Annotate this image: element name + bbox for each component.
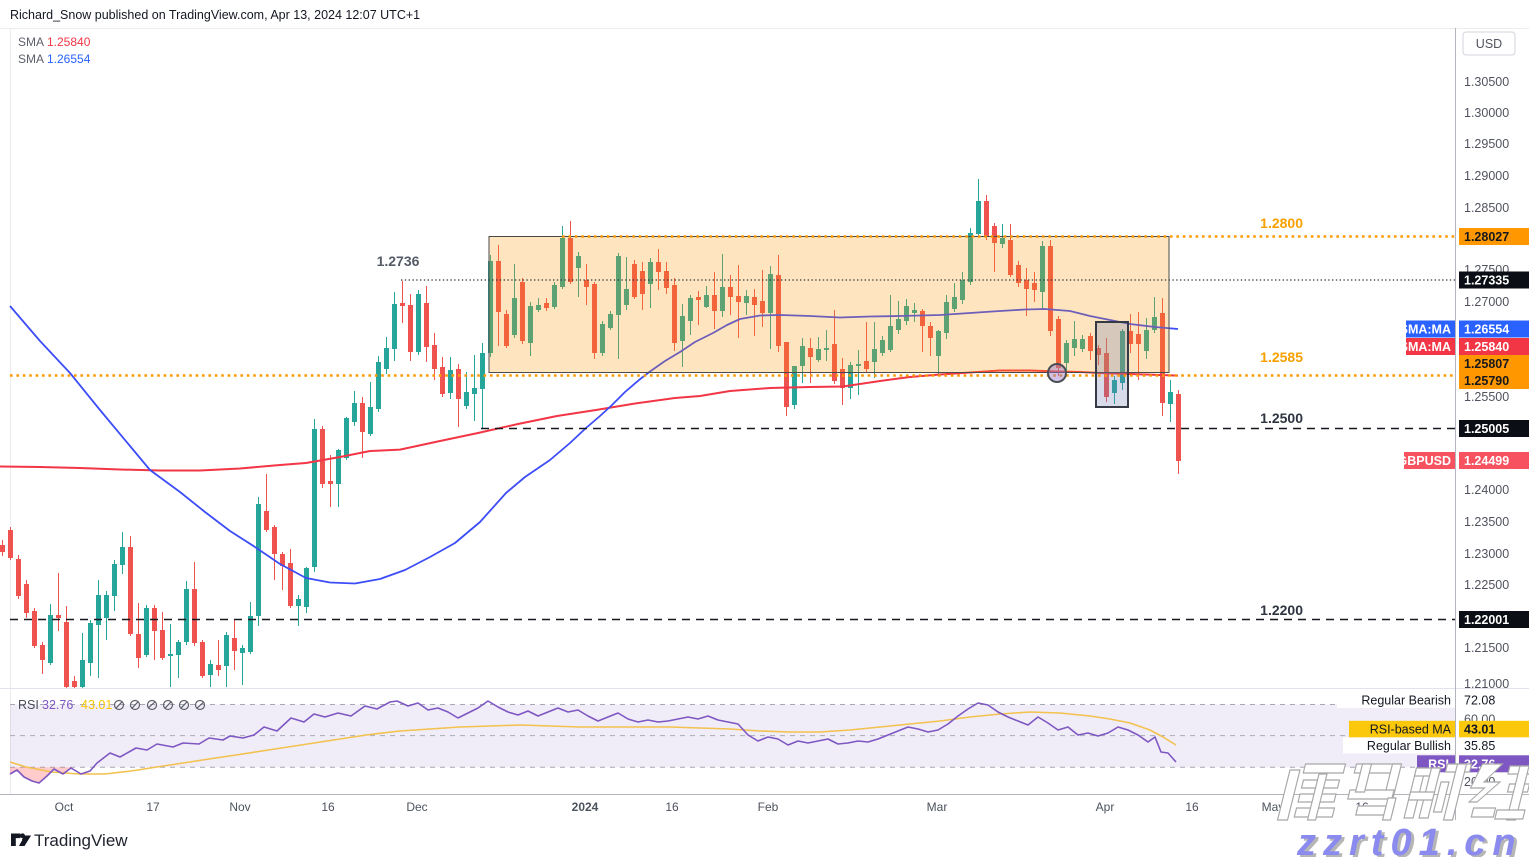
svg-text:zzrt01.cn: zzrt01.cn — [1296, 822, 1523, 857]
svg-text:1.22001: 1.22001 — [1464, 613, 1509, 627]
svg-text:SMA:MA: SMA:MA — [1400, 340, 1451, 354]
svg-text:RSI: RSI — [18, 698, 39, 712]
svg-text:1.25790: 1.25790 — [1464, 374, 1509, 388]
svg-text:1.25005: 1.25005 — [1464, 422, 1509, 436]
svg-text:1.25840: 1.25840 — [47, 35, 91, 49]
svg-text:Apr: Apr — [1096, 800, 1115, 814]
svg-text:1.26554: 1.26554 — [47, 52, 91, 66]
svg-text:1.25807: 1.25807 — [1464, 357, 1509, 371]
svg-text:SMA: SMA — [18, 35, 44, 49]
svg-text:1.23000: 1.23000 — [1464, 547, 1509, 561]
svg-text:1.24000: 1.24000 — [1464, 483, 1509, 497]
svg-text:zzrt01.cn: zzrt01.cn — [1299, 824, 1526, 857]
svg-text:43.01: 43.01 — [1464, 723, 1495, 737]
svg-text:1.24499: 1.24499 — [1464, 454, 1509, 468]
svg-text:1.22500: 1.22500 — [1464, 578, 1509, 592]
svg-text:1.2200: 1.2200 — [1260, 602, 1303, 618]
svg-text:Oct: Oct — [55, 800, 74, 814]
svg-text:1.2800: 1.2800 — [1260, 215, 1303, 231]
svg-text:1.29000: 1.29000 — [1464, 169, 1509, 183]
svg-text:1.23500: 1.23500 — [1464, 515, 1509, 529]
svg-text:USD: USD — [1476, 37, 1502, 51]
svg-text:1.30500: 1.30500 — [1464, 75, 1509, 89]
svg-text:35.85: 35.85 — [1464, 739, 1495, 753]
svg-text:1.26554: 1.26554 — [1464, 323, 1509, 337]
svg-text:SMA: SMA — [18, 52, 44, 66]
svg-text:2024: 2024 — [572, 800, 599, 814]
svg-text:Richard_Snow published on Trad: Richard_Snow published on TradingView.co… — [10, 8, 420, 22]
svg-text:32.76: 32.76 — [42, 698, 73, 712]
svg-text:SMA:MA: SMA:MA — [1400, 323, 1451, 337]
svg-text:16: 16 — [1185, 800, 1199, 814]
svg-text:Mar: Mar — [927, 800, 948, 814]
svg-text:1.21000: 1.21000 — [1464, 677, 1509, 691]
svg-text:17: 17 — [146, 800, 160, 814]
svg-text:Regular Bearish: Regular Bearish — [1361, 694, 1451, 708]
svg-text:GBPUSD: GBPUSD — [1398, 454, 1451, 468]
svg-text:1.28027: 1.28027 — [1464, 230, 1509, 244]
svg-text:1.27335: 1.27335 — [1464, 274, 1509, 288]
svg-text:1.25500: 1.25500 — [1464, 390, 1509, 404]
svg-text:Regular Bullish: Regular Bullish — [1367, 739, 1451, 753]
svg-text:72.08: 72.08 — [1464, 694, 1495, 708]
svg-text:16: 16 — [665, 800, 679, 814]
svg-text:1.2736: 1.2736 — [377, 253, 420, 269]
svg-text:Nov: Nov — [229, 800, 250, 814]
svg-text:TradingView: TradingView — [34, 831, 128, 850]
svg-text:1.29500: 1.29500 — [1464, 137, 1509, 151]
svg-text:43.01: 43.01 — [81, 698, 112, 712]
svg-text:RSI-based MA: RSI-based MA — [1370, 723, 1452, 737]
svg-text:1.27000: 1.27000 — [1464, 295, 1509, 309]
svg-text:1.25840: 1.25840 — [1464, 340, 1509, 354]
svg-text:Feb: Feb — [758, 800, 779, 814]
svg-text:1.2585: 1.2585 — [1260, 349, 1303, 365]
svg-text:1.2500: 1.2500 — [1260, 410, 1303, 426]
svg-text:1.21500: 1.21500 — [1464, 641, 1509, 655]
svg-text:1.28500: 1.28500 — [1464, 201, 1509, 215]
svg-text:1.30000: 1.30000 — [1464, 106, 1509, 120]
svg-text:May: May — [1262, 800, 1285, 814]
svg-text:16: 16 — [321, 800, 335, 814]
svg-text:Dec: Dec — [406, 800, 427, 814]
